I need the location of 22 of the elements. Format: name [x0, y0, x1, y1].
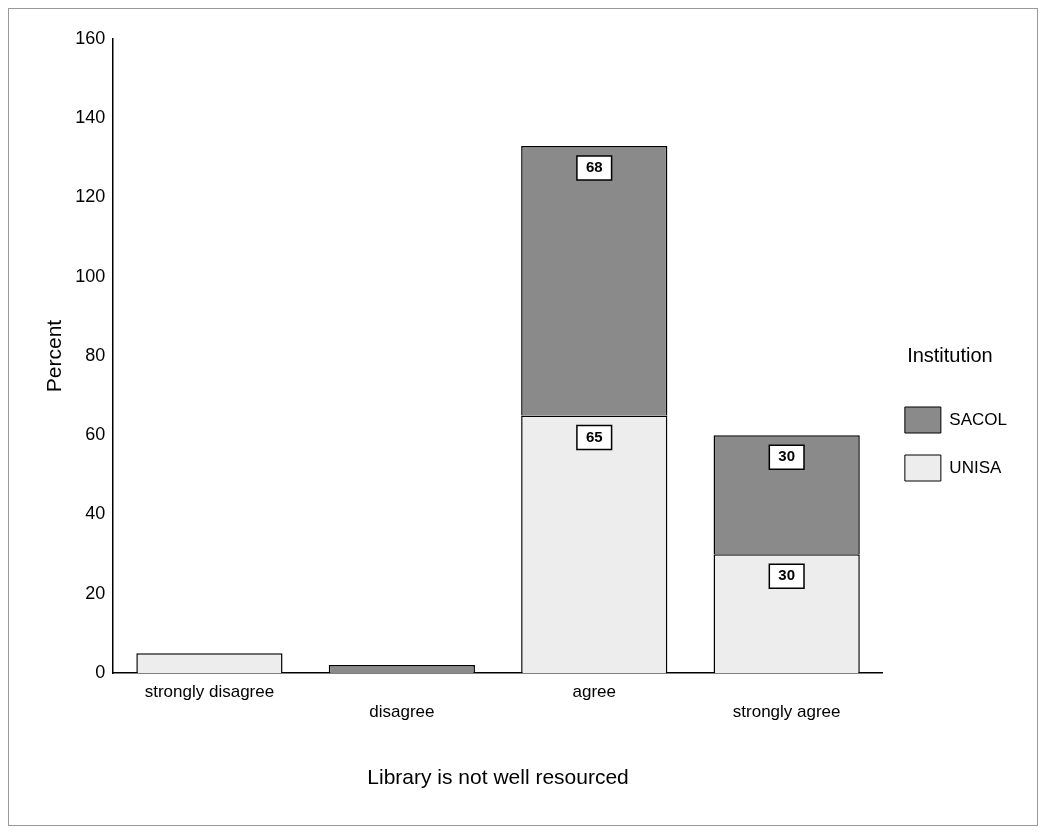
x-tick-label: disagree [369, 702, 435, 722]
y-tick-label: 80 [85, 344, 106, 365]
y-tick-label: 140 [75, 107, 106, 128]
y-tick-label: 160 [75, 27, 106, 48]
data-label: 30 [778, 447, 796, 465]
y-tick-label: 120 [75, 186, 106, 207]
x-tick-label: strongly agree [732, 702, 841, 722]
legend-title: Institution [907, 343, 993, 366]
legend-label: UNISA [949, 457, 1002, 477]
legend-label: SACOL [949, 409, 1008, 429]
data-label: 30 [778, 566, 796, 584]
x-tick-label: agree [572, 681, 616, 701]
y-tick-label: 40 [85, 503, 106, 524]
x-tick-label: strongly disagree [144, 681, 275, 701]
y-axis-title: Percent [42, 319, 66, 393]
data-label: 65 [585, 427, 603, 445]
y-tick-label: 60 [85, 424, 106, 445]
y-tick-label: 0 [95, 661, 106, 682]
x-axis-title: Library is not well resourced [367, 765, 629, 789]
data-label: 68 [585, 158, 603, 176]
y-tick-label: 100 [75, 265, 106, 286]
y-tick-label: 20 [85, 582, 106, 603]
